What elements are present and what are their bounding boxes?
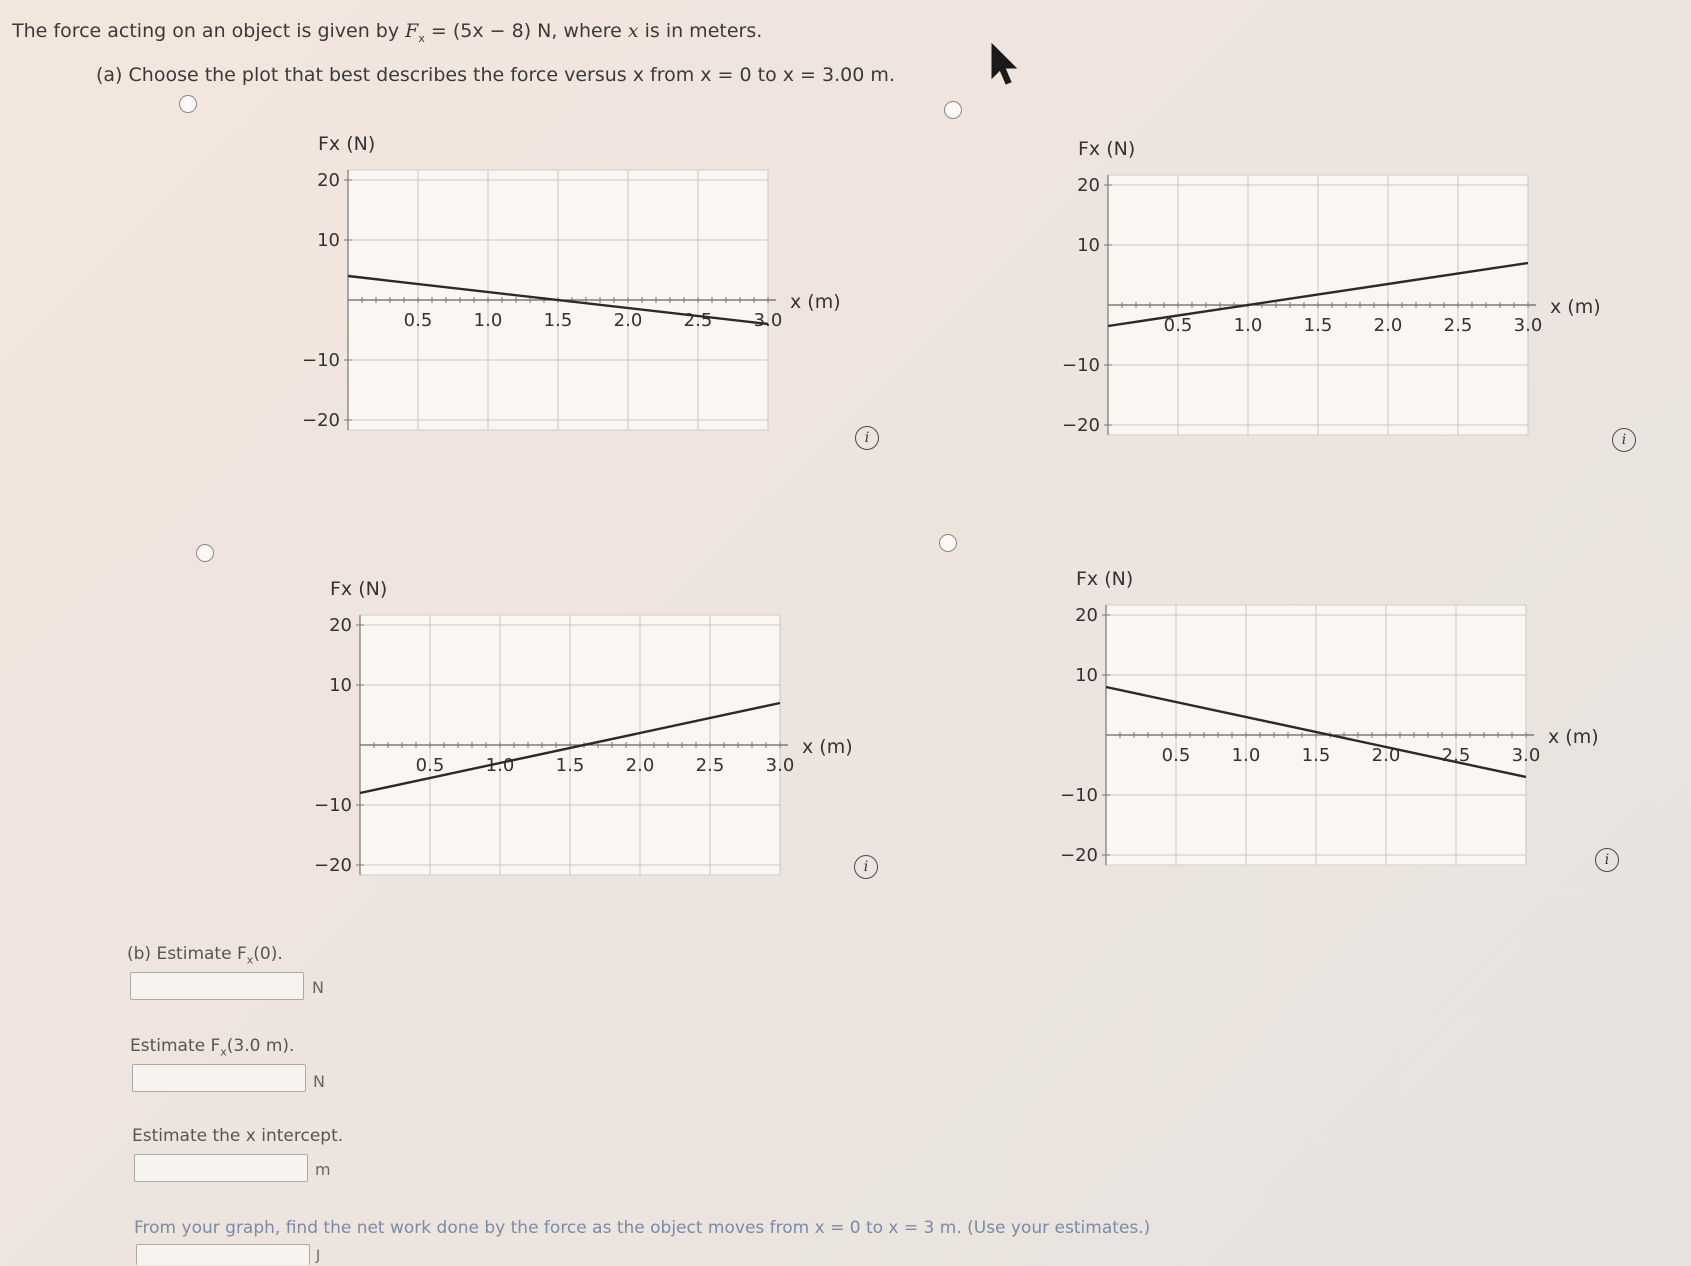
x-tick-label: 0.5 <box>404 310 433 331</box>
y-tick-label: −10 <box>1062 355 1100 376</box>
y-tick-label: 10 <box>1075 665 1098 686</box>
x-tick-label: 3.0 <box>1512 745 1541 766</box>
x-tick-label: 1.5 <box>544 310 573 331</box>
y-tick-label: −20 <box>302 410 340 431</box>
option-3-graph: 20 10 −10 −20 0.5 1.0 1.5 2.0 2.5 3.0 Fx (N) x (m) <box>312 575 853 899</box>
option-1-radio[interactable] <box>179 95 197 113</box>
x-tick-label: 1.0 <box>1232 745 1261 766</box>
y-tick-label: 10 <box>317 230 340 251</box>
part-b-subscript: x <box>246 953 254 967</box>
x-axis-label: x (m) <box>1550 296 1601 318</box>
x-tick-label: 2.0 <box>1372 745 1401 766</box>
intro-text: The force acting on an object is given b… <box>12 20 406 42</box>
intercept-input[interactable] <box>134 1154 308 1182</box>
x-tick-label: 1.0 <box>474 310 503 331</box>
y-tick-label: 10 <box>1077 235 1100 256</box>
intro-suffix: is in meters. <box>638 20 763 42</box>
part-b-label: (b) Estimate Fx(0). <box>127 944 283 966</box>
x-tick-label: 1.5 <box>1302 745 1331 766</box>
x-tick-label: 2.5 <box>1444 315 1473 336</box>
option-1-info-icon[interactable]: i <box>855 426 879 450</box>
y-axis-label: Fx (N) <box>1076 568 1133 590</box>
f3-input[interactable] <box>132 1064 306 1092</box>
intro-variable: x <box>627 20 639 42</box>
option-1-graph: 20 10 −10 −20 0.5 1.0 1.5 2.0 2.5 3.0 Fx (N) x (m) <box>300 130 841 454</box>
intro-equation: = (5x − 8) N, where <box>424 20 628 42</box>
option-2-graph: 20 10 −10 −20 0.5 1.0 1.5 2.0 2.5 3.0 Fx (N) x (m) <box>1060 135 1601 459</box>
estimate-f3-arg: (3.0 m). <box>226 1036 295 1056</box>
option-4-graph: 20 10 −10 −20 0.5 1.0 1.5 2.0 2.5 3.0 Fx (N) x (m) <box>1058 565 1599 889</box>
work-input[interactable] <box>136 1244 310 1265</box>
force-line <box>1107 261 1529 328</box>
x-tick-label: 3.0 <box>766 755 795 776</box>
x-axis-label: x (m) <box>790 291 841 313</box>
estimate-f3-label: Estimate Fx(3.0 m). <box>130 1036 294 1058</box>
estimate-f3-subscript: x <box>220 1045 227 1059</box>
force-symbol: F <box>405 20 419 42</box>
y-tick-label: −20 <box>314 855 352 876</box>
y-tick-label: 20 <box>1075 605 1098 626</box>
y-axis-label: Fx (N) <box>318 133 375 155</box>
intercept-label: Estimate the x intercept. <box>132 1126 344 1146</box>
y-tick-label: 20 <box>1077 175 1100 196</box>
option-4-info-icon[interactable]: i <box>1595 848 1619 872</box>
y-tick-label: 20 <box>317 170 340 191</box>
y-tick-label: −20 <box>1062 415 1100 436</box>
question-intro: The force acting on an object is given b… <box>12 20 762 45</box>
option-3-radio[interactable] <box>196 544 214 562</box>
y-tick-label: −10 <box>314 795 352 816</box>
x-axis-label: x (m) <box>1548 726 1599 748</box>
x-tick-label: 0.5 <box>1162 745 1191 766</box>
estimate-f3-text: Estimate F <box>130 1036 221 1056</box>
y-axis-label: Fx (N) <box>330 578 387 600</box>
x-tick-label: 1.0 <box>1234 315 1263 336</box>
f0-unit: N <box>312 978 324 997</box>
y-tick-label: −10 <box>302 350 340 371</box>
x-tick-label: 2.0 <box>1374 315 1403 336</box>
y-axis-label: Fx (N) <box>1078 138 1135 160</box>
x-tick-label: 0.5 <box>1164 315 1193 336</box>
part-b-arg: (0). <box>253 944 283 964</box>
x-tick-label: 1.5 <box>1304 315 1333 336</box>
force-line <box>1105 685 1527 779</box>
option-4-radio[interactable] <box>939 534 957 552</box>
f0-input[interactable] <box>130 972 304 1000</box>
force-line <box>359 701 781 795</box>
y-tick-label: −20 <box>1060 845 1098 866</box>
x-tick-label: 1.5 <box>556 755 585 776</box>
x-tick-label: 3.0 <box>1514 315 1543 336</box>
mouse-cursor-icon <box>991 42 1018 85</box>
f3-unit: N <box>313 1072 325 1091</box>
y-tick-label: 10 <box>329 675 352 696</box>
y-tick-label: 20 <box>329 615 352 636</box>
option-2-radio[interactable] <box>944 101 962 119</box>
force-subscript: x <box>418 31 425 45</box>
graph-svg: 20 10 −10 −20 0.5 1.0 1.5 2.0 2.5 3.0 Fx (N) x (m) <box>302 133 841 431</box>
x-tick-label: 2.5 <box>684 310 713 331</box>
work-label: From your graph, find the net work done … <box>134 1218 1151 1238</box>
x-tick-label: 2.0 <box>614 310 643 331</box>
intercept-unit: m <box>315 1160 331 1179</box>
graph-svg: 20 10 −10 −20 0.5 1.0 1.5 2.0 2.5 3.0 Fx (N) x (m) <box>1062 138 1601 436</box>
x-axis-label: x (m) <box>802 736 853 758</box>
x-tick-label: 2.5 <box>696 755 725 776</box>
force-line <box>347 274 769 326</box>
x-tick-label: 2.0 <box>626 755 655 776</box>
part-a-prompt: (a) Choose the plot that best describes … <box>96 64 895 86</box>
option-2-info-icon[interactable]: i <box>1612 428 1636 452</box>
work-unit: J <box>316 1248 321 1264</box>
x-tick-label: 3.0 <box>754 310 783 331</box>
option-3-info-icon[interactable]: i <box>854 855 878 879</box>
x-tick-label: 0.5 <box>416 755 445 776</box>
y-tick-label: −10 <box>1060 785 1098 806</box>
part-b-text: (b) Estimate F <box>127 944 247 964</box>
